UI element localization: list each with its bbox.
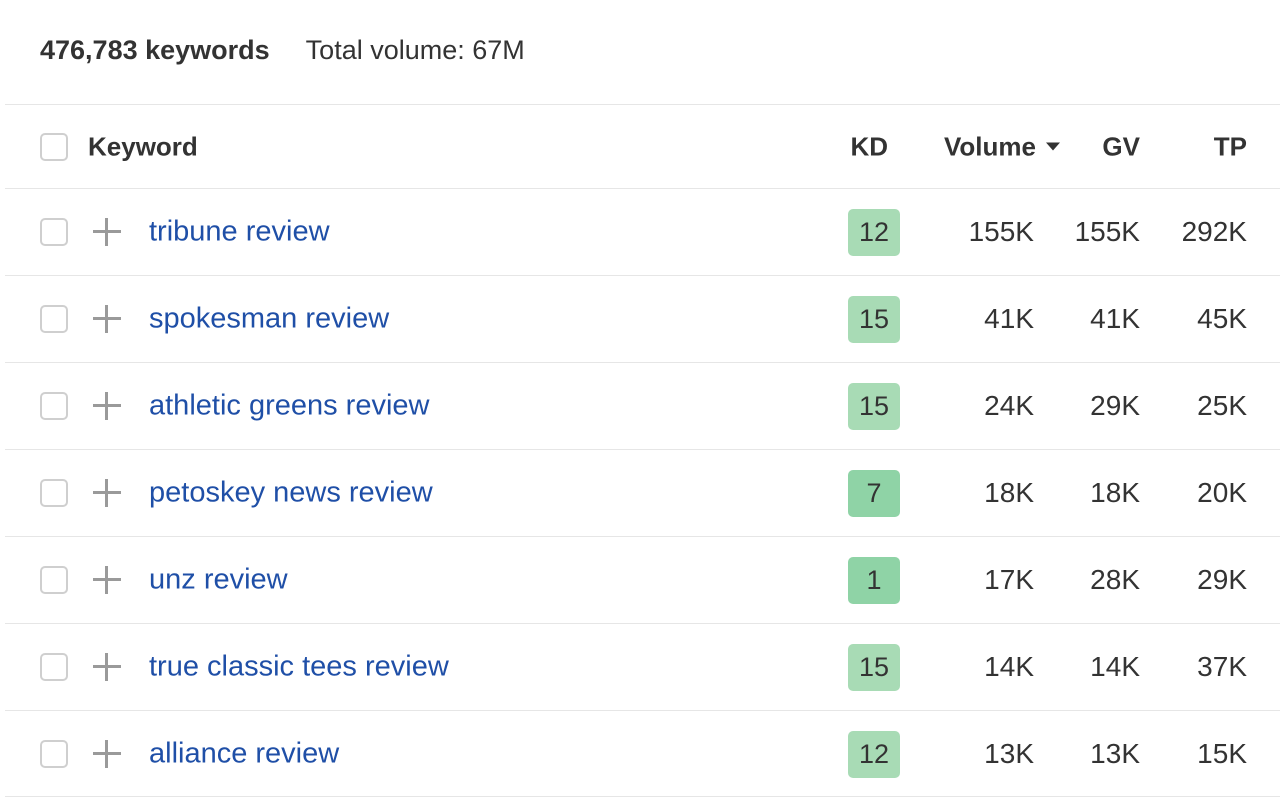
kd-badge: 15 <box>848 383 900 430</box>
volume-cell: 24K <box>984 390 1034 421</box>
plus-icon[interactable] <box>93 566 121 594</box>
kd-badge: 15 <box>848 296 900 343</box>
kd-badge: 15 <box>848 644 900 691</box>
column-header-gv[interactable]: GV <box>1102 131 1140 161</box>
keyword-link[interactable]: true classic tees review <box>149 650 449 683</box>
total-volume: Total volume: 67M <box>305 34 525 65</box>
plus-icon[interactable] <box>93 653 121 681</box>
table-row: true classic tees review 15 14K 14K 37K <box>5 623 1280 710</box>
plus-icon[interactable] <box>93 305 121 333</box>
row-checkbox[interactable] <box>40 218 68 246</box>
tp-cell: 20K <box>1197 477 1247 508</box>
plus-icon[interactable] <box>93 218 121 246</box>
kd-badge: 1 <box>848 557 900 604</box>
column-header-tp[interactable]: TP <box>1213 131 1247 161</box>
table-row: petoskey news review 7 18K 18K 20K <box>5 449 1280 536</box>
volume-cell: 17K <box>984 564 1034 595</box>
row-checkbox[interactable] <box>40 739 68 768</box>
table-row: unz review 1 17K 28K 29K <box>5 536 1280 623</box>
keyword-link[interactable]: petoskey news review <box>149 476 433 509</box>
tp-cell: 45K <box>1197 303 1247 334</box>
row-checkbox[interactable] <box>40 479 68 507</box>
gv-cell: 18K <box>1090 477 1140 508</box>
column-header-kd[interactable]: KD <box>850 131 888 161</box>
table-row: tribune review 12 155K 155K 292K <box>5 188 1280 275</box>
table-header: Keyword KD Volume GV TP <box>5 104 1280 188</box>
plus-icon[interactable] <box>93 479 121 507</box>
select-all-checkbox[interactable] <box>40 132 68 161</box>
kd-badge: 7 <box>848 470 900 517</box>
gv-cell: 28K <box>1090 564 1140 595</box>
plus-icon[interactable] <box>93 739 121 768</box>
row-checkbox[interactable] <box>40 392 68 420</box>
gv-cell: 13K <box>1090 737 1140 769</box>
keyword-link[interactable]: unz review <box>149 563 288 596</box>
table-row: spokesman review 15 41K 41K 45K <box>5 275 1280 362</box>
table-row: athletic greens review 15 24K 29K 25K <box>5 362 1280 449</box>
volume-cell: 41K <box>984 303 1034 334</box>
tp-cell: 292K <box>1181 216 1247 247</box>
row-checkbox[interactable] <box>40 653 68 681</box>
table-row: alliance review 12 13K 13K 15K <box>5 710 1280 797</box>
plus-icon[interactable] <box>93 392 121 420</box>
keyword-count: 476,783 keywords <box>40 34 270 65</box>
tp-cell: 29K <box>1197 564 1247 595</box>
keywords-table: Keyword KD Volume GV TP tribune review 1… <box>5 104 1280 797</box>
keyword-link[interactable]: athletic greens review <box>149 389 430 422</box>
column-header-keyword[interactable]: Keyword <box>88 131 198 161</box>
volume-cell: 14K <box>984 651 1034 682</box>
kd-badge: 12 <box>848 730 900 778</box>
tp-cell: 25K <box>1197 390 1247 421</box>
results-summary: 476,783 keywords Total volume: 67M <box>40 30 525 70</box>
caret-down-icon <box>1046 142 1060 151</box>
gv-cell: 41K <box>1090 303 1140 334</box>
column-header-volume[interactable]: Volume <box>944 131 1060 162</box>
tp-cell: 37K <box>1197 651 1247 682</box>
volume-cell: 18K <box>984 477 1034 508</box>
row-checkbox[interactable] <box>40 305 68 333</box>
tp-cell: 15K <box>1197 737 1247 769</box>
gv-cell: 29K <box>1090 390 1140 421</box>
row-checkbox[interactable] <box>40 566 68 594</box>
volume-cell: 155K <box>968 216 1034 247</box>
gv-cell: 14K <box>1090 651 1140 682</box>
keyword-link[interactable]: alliance review <box>149 737 340 769</box>
volume-cell: 13K <box>984 737 1034 769</box>
keyword-link[interactable]: spokesman review <box>149 302 390 335</box>
kd-badge: 12 <box>848 209 900 256</box>
gv-cell: 155K <box>1074 216 1140 247</box>
column-header-volume-label: Volume <box>944 131 1036 161</box>
keyword-link[interactable]: tribune review <box>149 215 330 248</box>
